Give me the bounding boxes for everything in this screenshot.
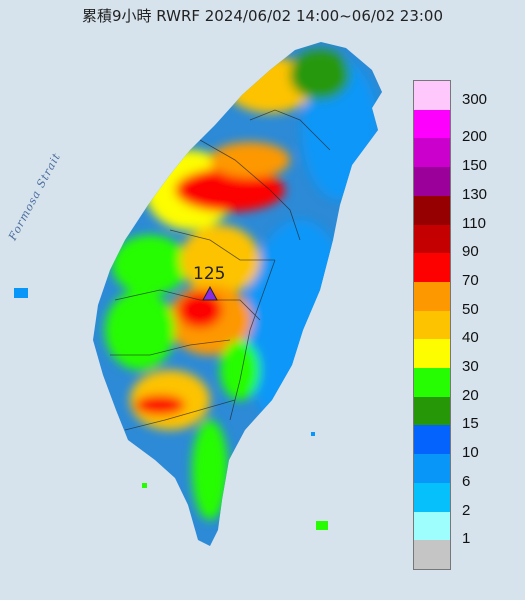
legend-swatch — [414, 167, 450, 196]
legend-swatch — [414, 224, 450, 254]
legend-label: 6 — [462, 472, 471, 490]
legend-label: 50 — [462, 300, 479, 318]
legend-swatch — [414, 396, 450, 426]
legend-label: 15 — [462, 415, 479, 433]
legend-label: 10 — [462, 444, 479, 462]
legend-swatch — [414, 511, 450, 541]
legend-swatch — [414, 109, 450, 139]
peak-marker — [202, 285, 218, 301]
legend-swatch — [414, 281, 450, 311]
legend-label: 200 — [462, 128, 488, 146]
peak-value-label: 125 — [193, 264, 226, 284]
legend-swatch — [414, 81, 450, 110]
legend-label: 1 — [462, 530, 471, 548]
legend-swatch — [414, 310, 450, 340]
legend-swatch — [414, 425, 450, 455]
legend-swatch — [414, 253, 450, 282]
map-title: 累積9小時 RWRF 2024/06/02 14:00~06/02 23:00 — [81, 7, 444, 25]
legend-label: 20 — [462, 386, 479, 404]
legend-swatch — [414, 138, 450, 168]
legend-label: 40 — [462, 329, 479, 347]
legend-swatch — [414, 540, 450, 569]
legend-label: 130 — [462, 185, 488, 203]
legend-label: 70 — [462, 271, 479, 289]
legend-swatch — [414, 339, 450, 369]
color-legend — [413, 80, 451, 570]
legend-label: 30 — [462, 358, 479, 376]
legend-swatch — [414, 482, 450, 512]
legend-label: 90 — [462, 243, 479, 261]
legend-label: 150 — [462, 157, 488, 175]
offshore-islands — [14, 288, 328, 530]
taiwan-island — [93, 42, 382, 546]
legend-swatch — [414, 195, 450, 225]
legend-swatch — [414, 368, 450, 397]
legend-labels: 300 200 150 130 110 90 70 50 40 30 20 15 10 6 2 1 — [462, 80, 522, 570]
legend-label: 2 — [462, 501, 471, 519]
legend-swatch — [414, 454, 450, 483]
legend-label: 110 — [462, 214, 486, 232]
legend-label: 300 — [462, 91, 488, 109]
